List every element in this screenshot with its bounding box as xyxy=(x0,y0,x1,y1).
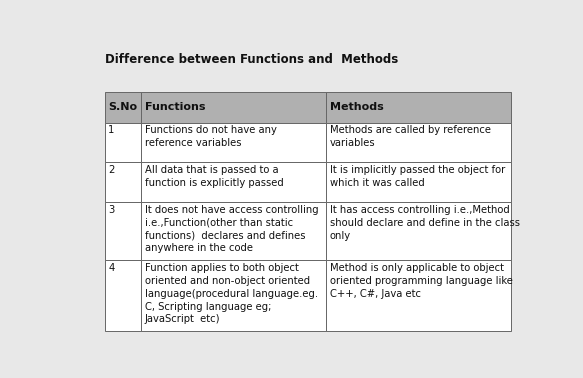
Text: 1: 1 xyxy=(108,125,114,135)
Text: 3: 3 xyxy=(108,205,114,215)
Bar xyxy=(104,122,141,162)
Text: Method is only applicable to object
oriented programming language like
C++, C#, : Method is only applicable to object orie… xyxy=(330,263,512,299)
Text: Methods: Methods xyxy=(330,102,384,112)
Bar xyxy=(141,122,326,162)
Bar xyxy=(104,162,141,202)
Text: S.No: S.No xyxy=(108,102,137,112)
Bar xyxy=(141,202,326,260)
Text: It is implicitly passed the object for
which it was called: It is implicitly passed the object for w… xyxy=(330,165,505,188)
Text: Function applies to both object
oriented and non-object oriented
language(proced: Function applies to both object oriented… xyxy=(145,263,318,324)
Bar xyxy=(141,162,326,202)
Text: Difference between Functions and  Methods: Difference between Functions and Methods xyxy=(104,53,398,66)
Text: All data that is passed to a
function is explicitly passed: All data that is passed to a function is… xyxy=(145,165,283,188)
Bar xyxy=(141,92,326,122)
Bar xyxy=(326,122,511,162)
Bar xyxy=(141,260,326,331)
Text: Functions do not have any
reference variables: Functions do not have any reference vari… xyxy=(145,125,276,148)
Text: Methods are called by reference
variables: Methods are called by reference variable… xyxy=(330,125,491,148)
Bar xyxy=(326,92,511,122)
Bar xyxy=(326,202,511,260)
Bar xyxy=(104,202,141,260)
Text: 2: 2 xyxy=(108,165,114,175)
Text: It has access controlling i.e.,Method
should declare and define in the class
onl: It has access controlling i.e.,Method sh… xyxy=(330,205,519,240)
Text: Functions: Functions xyxy=(145,102,205,112)
Bar xyxy=(326,162,511,202)
Bar xyxy=(104,260,141,331)
Text: It does not have access controlling
i.e.,Function(other than static
functions)  : It does not have access controlling i.e.… xyxy=(145,205,318,253)
Bar xyxy=(104,92,141,122)
Bar xyxy=(326,260,511,331)
Text: 4: 4 xyxy=(108,263,114,273)
